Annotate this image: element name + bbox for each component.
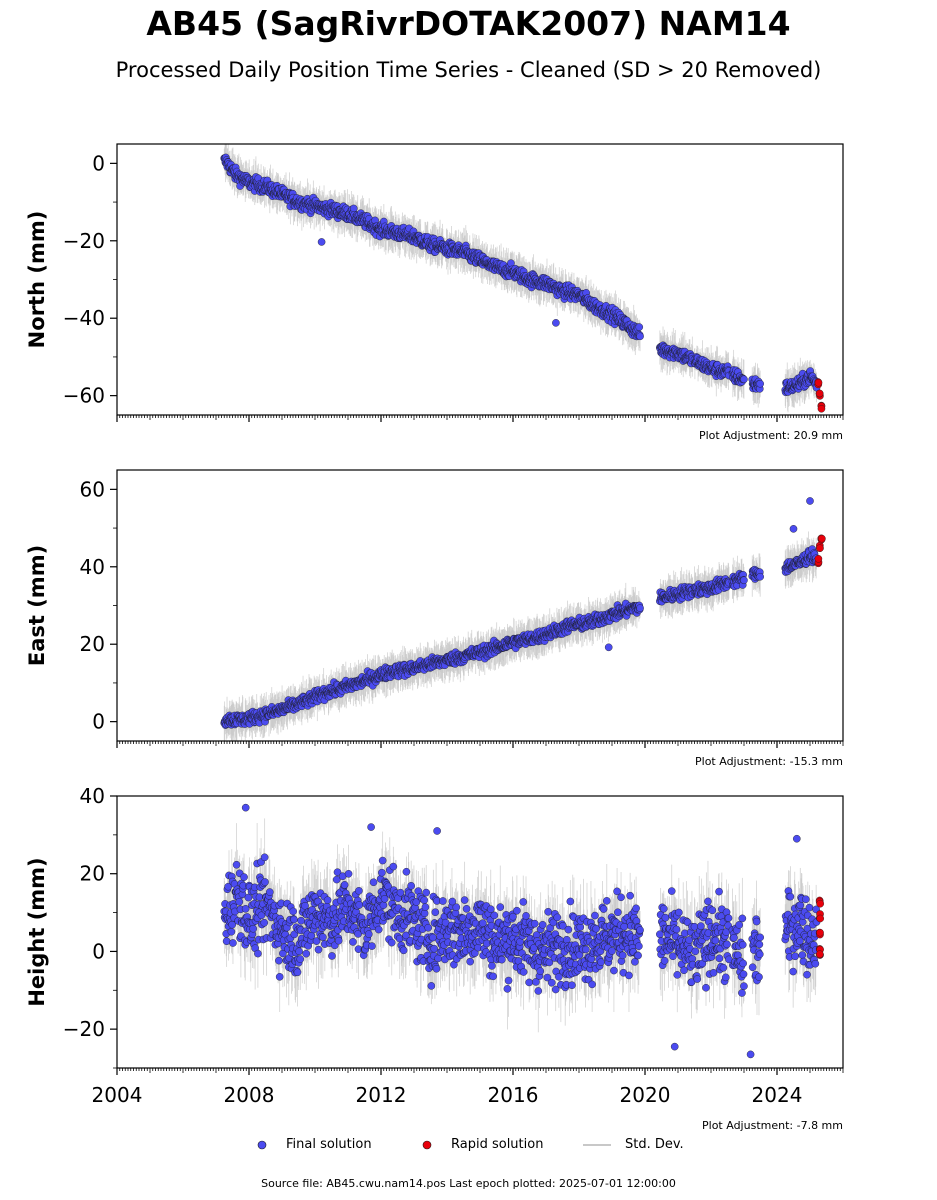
rapid-point	[817, 404, 826, 413]
plot-area	[220, 497, 826, 741]
chart-title: AB45 (SagRivrDOTAK2007) NAM14	[146, 4, 791, 43]
chart-subtitle: Processed Daily Position Time Series - C…	[115, 58, 822, 82]
final-point	[349, 204, 358, 213]
y-tick-label: −20	[63, 229, 105, 253]
final-point	[740, 375, 748, 384]
final-point	[635, 323, 644, 331]
final-point	[756, 379, 764, 388]
final-point	[636, 332, 644, 341]
plot-area	[220, 144, 826, 413]
y-tick-label: −40	[63, 306, 105, 330]
rapid-point	[815, 389, 824, 398]
final-solution-points	[220, 497, 821, 729]
y-tick-label: 0	[92, 151, 105, 175]
panel-north: 0 −20 −40 −60 North (mm)	[25, 143, 844, 422]
final-point-outlier	[552, 319, 560, 327]
rapid-point	[814, 378, 823, 387]
final-solution-points	[220, 153, 821, 397]
final-point-outlier	[317, 238, 326, 246]
y-tick-label: −60	[63, 384, 105, 408]
rapid-solution-points	[814, 378, 826, 413]
y-axis-label: North (mm)	[25, 211, 49, 349]
